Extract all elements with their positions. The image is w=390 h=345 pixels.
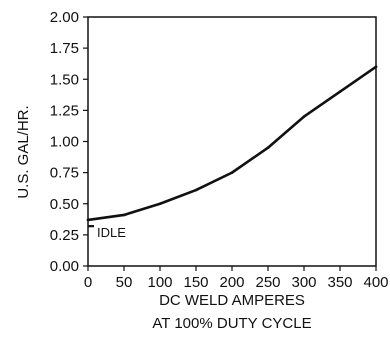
y-tick-label: 1.50 xyxy=(50,71,79,88)
y-tick-label: 2.00 xyxy=(50,9,79,26)
data-point xyxy=(86,218,90,222)
data-point xyxy=(266,146,270,150)
y-tick-label: 1.00 xyxy=(50,134,79,151)
x-tick-label: 400 xyxy=(363,274,388,291)
idle-label: IDLE xyxy=(97,225,126,240)
axes xyxy=(87,16,377,267)
x-tick-label: 0 xyxy=(84,274,92,291)
x-axis-ticks: 0 50 100 150 200 250 300 350 400 xyxy=(84,266,389,291)
y-axis-ticks: 0.00 0.25 0.50 0.75 1.00 1.25 1.50 1.75 2.00 xyxy=(50,9,88,275)
x-tick-label: 350 xyxy=(327,274,352,291)
data-point xyxy=(194,188,198,192)
x-tick-label: 250 xyxy=(255,274,280,291)
y-tick-label: 1.75 xyxy=(50,40,79,57)
y-tick-label: 1.25 xyxy=(50,102,79,119)
y-tick-label: 0.25 xyxy=(50,227,79,244)
x-axis-label-line1: DC WELD AMPERES xyxy=(159,292,305,309)
y-tick-label: 0.00 xyxy=(50,258,79,275)
y-tick-label: 0.50 xyxy=(50,196,79,213)
annotation-layer: IDLE xyxy=(88,225,126,240)
data-point xyxy=(302,115,306,118)
data-point xyxy=(374,65,378,69)
data-point xyxy=(230,171,234,174)
plot-frame xyxy=(87,16,377,267)
x-tick-label: 200 xyxy=(219,274,244,291)
data-point xyxy=(122,213,126,217)
x-tick-label: 100 xyxy=(147,274,172,291)
x-tick-label: 300 xyxy=(291,274,316,291)
data-point xyxy=(158,202,162,206)
x-tick-label: 150 xyxy=(183,274,208,291)
y-axis-label: U.S. GAL/HR. xyxy=(15,105,32,198)
fuel-consumption-line xyxy=(86,65,378,222)
y-tick-label: 0.75 xyxy=(50,165,79,182)
series-layer xyxy=(86,65,378,222)
x-tick-label: 50 xyxy=(116,274,133,291)
x-axis-label-line2: AT 100% DUTY CYCLE xyxy=(152,315,311,332)
data-point xyxy=(338,90,342,93)
